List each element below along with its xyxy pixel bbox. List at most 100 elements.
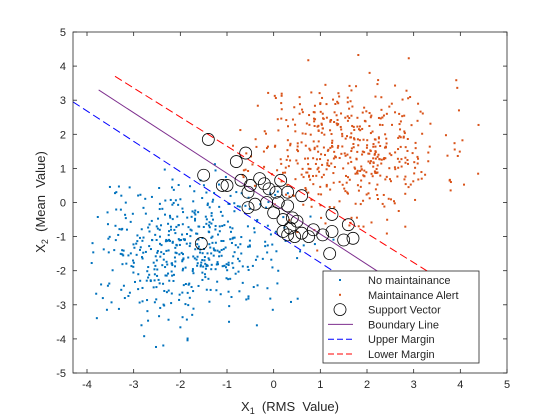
- data-point: [140, 256, 143, 259]
- data-point: [313, 243, 316, 246]
- x-tick-label: 1: [317, 379, 323, 391]
- data-point: [219, 210, 222, 213]
- data-point: [223, 264, 226, 267]
- data-point: [333, 165, 336, 168]
- data-point: [224, 175, 227, 178]
- data-point: [167, 249, 170, 252]
- data-point: [161, 264, 164, 267]
- data-point: [302, 244, 305, 247]
- data-point: [147, 266, 150, 269]
- data-point: [229, 194, 232, 197]
- data-point: [149, 280, 152, 283]
- support-vector-circle: [337, 233, 351, 247]
- data-point: [147, 276, 150, 279]
- data-point: [374, 95, 377, 98]
- data-point: [420, 177, 423, 180]
- data-point: [256, 218, 259, 221]
- data-point: [397, 136, 400, 139]
- data-point: [369, 149, 372, 152]
- data-point: [317, 166, 320, 169]
- data-point: [274, 97, 277, 100]
- data-point: [115, 191, 118, 194]
- data-point: [172, 188, 175, 191]
- data-point: [171, 203, 174, 206]
- data-point: [385, 175, 388, 178]
- y-tick-label: 3: [60, 95, 66, 107]
- data-point: [328, 164, 331, 167]
- data-point: [208, 206, 211, 209]
- data-point: [276, 169, 279, 172]
- data-point: [167, 318, 170, 321]
- data-point: [344, 137, 347, 140]
- data-point: [189, 185, 192, 188]
- data-point: [353, 128, 356, 131]
- data-point: [225, 277, 228, 280]
- data-point: [176, 215, 179, 218]
- data-point: [319, 110, 322, 113]
- data-point: [308, 174, 311, 177]
- legend-label: Boundary Line: [368, 319, 439, 331]
- data-point: [136, 240, 139, 243]
- support-vector-circle: [201, 133, 215, 146]
- data-point: [383, 205, 386, 208]
- data-point: [124, 217, 127, 220]
- data-point: [344, 190, 347, 193]
- legend-item: Maintainance Alert: [339, 290, 459, 302]
- data-point: [370, 114, 373, 117]
- data-point: [350, 89, 353, 92]
- data-point: [377, 153, 380, 156]
- data-point: [194, 248, 197, 251]
- data-point: [253, 231, 256, 234]
- data-point: [309, 178, 312, 181]
- data-point: [306, 171, 309, 174]
- data-point: [117, 185, 120, 188]
- data-point: [181, 316, 184, 319]
- data-point: [191, 268, 194, 271]
- data-point: [219, 293, 222, 296]
- data-point: [361, 153, 364, 156]
- data-point: [329, 129, 332, 132]
- data-point: [170, 292, 173, 295]
- data-point: [113, 249, 116, 252]
- data-point: [277, 129, 280, 132]
- data-point: [148, 273, 151, 276]
- data-point: [132, 259, 135, 262]
- data-point: [307, 167, 310, 170]
- data-point: [376, 183, 379, 186]
- data-point: [138, 301, 141, 304]
- data-point: [280, 117, 283, 120]
- data-point: [392, 200, 395, 203]
- data-point: [159, 242, 162, 245]
- data-point: [193, 211, 196, 214]
- data-point: [205, 288, 208, 291]
- data-point: [188, 282, 191, 285]
- data-point: [141, 239, 144, 242]
- data-point: [333, 206, 336, 209]
- data-point: [201, 237, 204, 240]
- data-point: [182, 267, 185, 270]
- data-point: [178, 253, 181, 256]
- data-point: [298, 96, 301, 99]
- data-point: [153, 279, 156, 282]
- data-point: [347, 162, 350, 165]
- data-point: [121, 249, 124, 252]
- data-point: [240, 252, 243, 255]
- support-vector-circle: [323, 247, 337, 261]
- data-point: [246, 265, 249, 268]
- data-point: [403, 178, 406, 181]
- data-point: [216, 249, 219, 252]
- data-point: [192, 272, 195, 275]
- data-point: [165, 249, 168, 252]
- data-point: [304, 157, 307, 160]
- data-point: [143, 335, 146, 338]
- data-point: [159, 306, 162, 309]
- data-point: [214, 224, 217, 227]
- data-point: [477, 172, 480, 175]
- data-point: [325, 168, 328, 171]
- data-point: [165, 238, 168, 241]
- data-point: [208, 300, 211, 303]
- data-point: [146, 299, 149, 302]
- data-point: [171, 178, 174, 181]
- data-point: [247, 297, 250, 300]
- data-point: [362, 138, 365, 141]
